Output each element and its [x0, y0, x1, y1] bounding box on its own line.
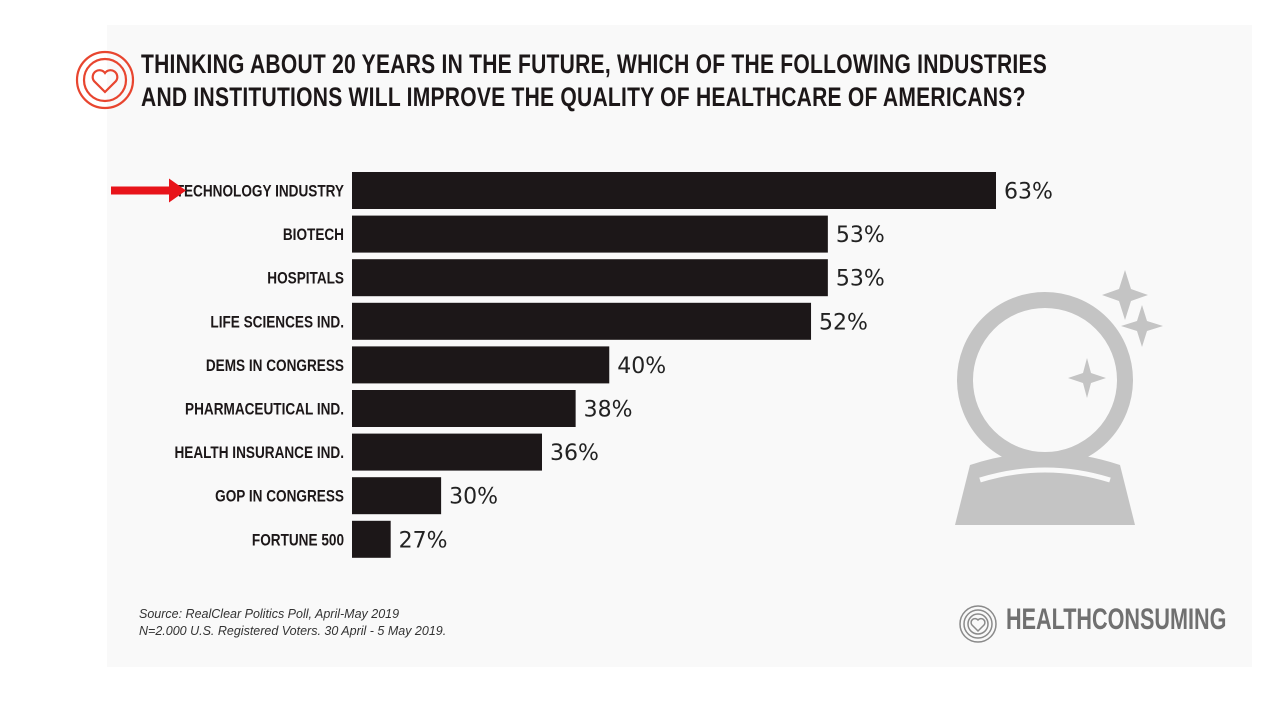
category-label: FORTUNE 500 [252, 531, 344, 550]
source-line-2: N=2.000 U.S. Registered Voters. 30 April… [139, 624, 447, 638]
value-label: 38% [584, 398, 633, 423]
source-line-1: Source: RealClear Politics Poll, April-M… [139, 607, 400, 621]
value-label: 27% [399, 528, 448, 553]
bar [352, 302, 812, 340]
source-note: Source: RealClear Politics Poll, April-M… [139, 606, 446, 640]
value-label: 30% [449, 485, 498, 510]
category-label: PHARMACEUTICAL IND. [185, 400, 344, 419]
crystal-ball-icon [955, 270, 1163, 525]
highlight-arrow-shaft [111, 186, 169, 195]
chart-panel [107, 25, 1252, 667]
category-label: GOP IN CONGRESS [215, 487, 344, 506]
bar [352, 259, 828, 297]
value-label: 52% [819, 310, 868, 335]
chart-title: THINKING ABOUT 20 YEARS IN THE FUTURE, W… [141, 48, 1047, 114]
bar [352, 346, 610, 384]
category-label: HEALTH INSURANCE IND. [174, 444, 344, 463]
brand-name: HEALTHCONSUMING [1006, 603, 1227, 636]
category-label: DEMS IN CONGRESS [206, 357, 344, 376]
value-label: 40% [617, 354, 666, 379]
title-line-2: AND INSTITUTIONS WILL IMPROVE THE QUALIT… [141, 82, 1026, 112]
bar [352, 390, 576, 427]
category-label: TECHNOLOGY INDUSTRY [176, 182, 344, 201]
category-label: LIFE SCIENCES IND. [210, 313, 344, 332]
brand-logo-icon [959, 605, 997, 643]
bar [352, 433, 543, 471]
category-label: BIOTECH [283, 226, 344, 245]
value-label: 53% [836, 223, 885, 248]
bar [352, 215, 828, 253]
highlight-arrow-head [169, 178, 186, 203]
value-label: 63% [1004, 180, 1053, 205]
category-label: HOSPITALS [267, 269, 344, 288]
title-line-1: THINKING ABOUT 20 YEARS IN THE FUTURE, W… [141, 49, 1048, 79]
bar [352, 520, 391, 558]
value-label: 36% [550, 441, 599, 466]
bar [352, 477, 442, 515]
bar [352, 172, 996, 209]
healthconsuming-logo-icon [75, 50, 135, 110]
value-label: 53% [836, 267, 885, 292]
